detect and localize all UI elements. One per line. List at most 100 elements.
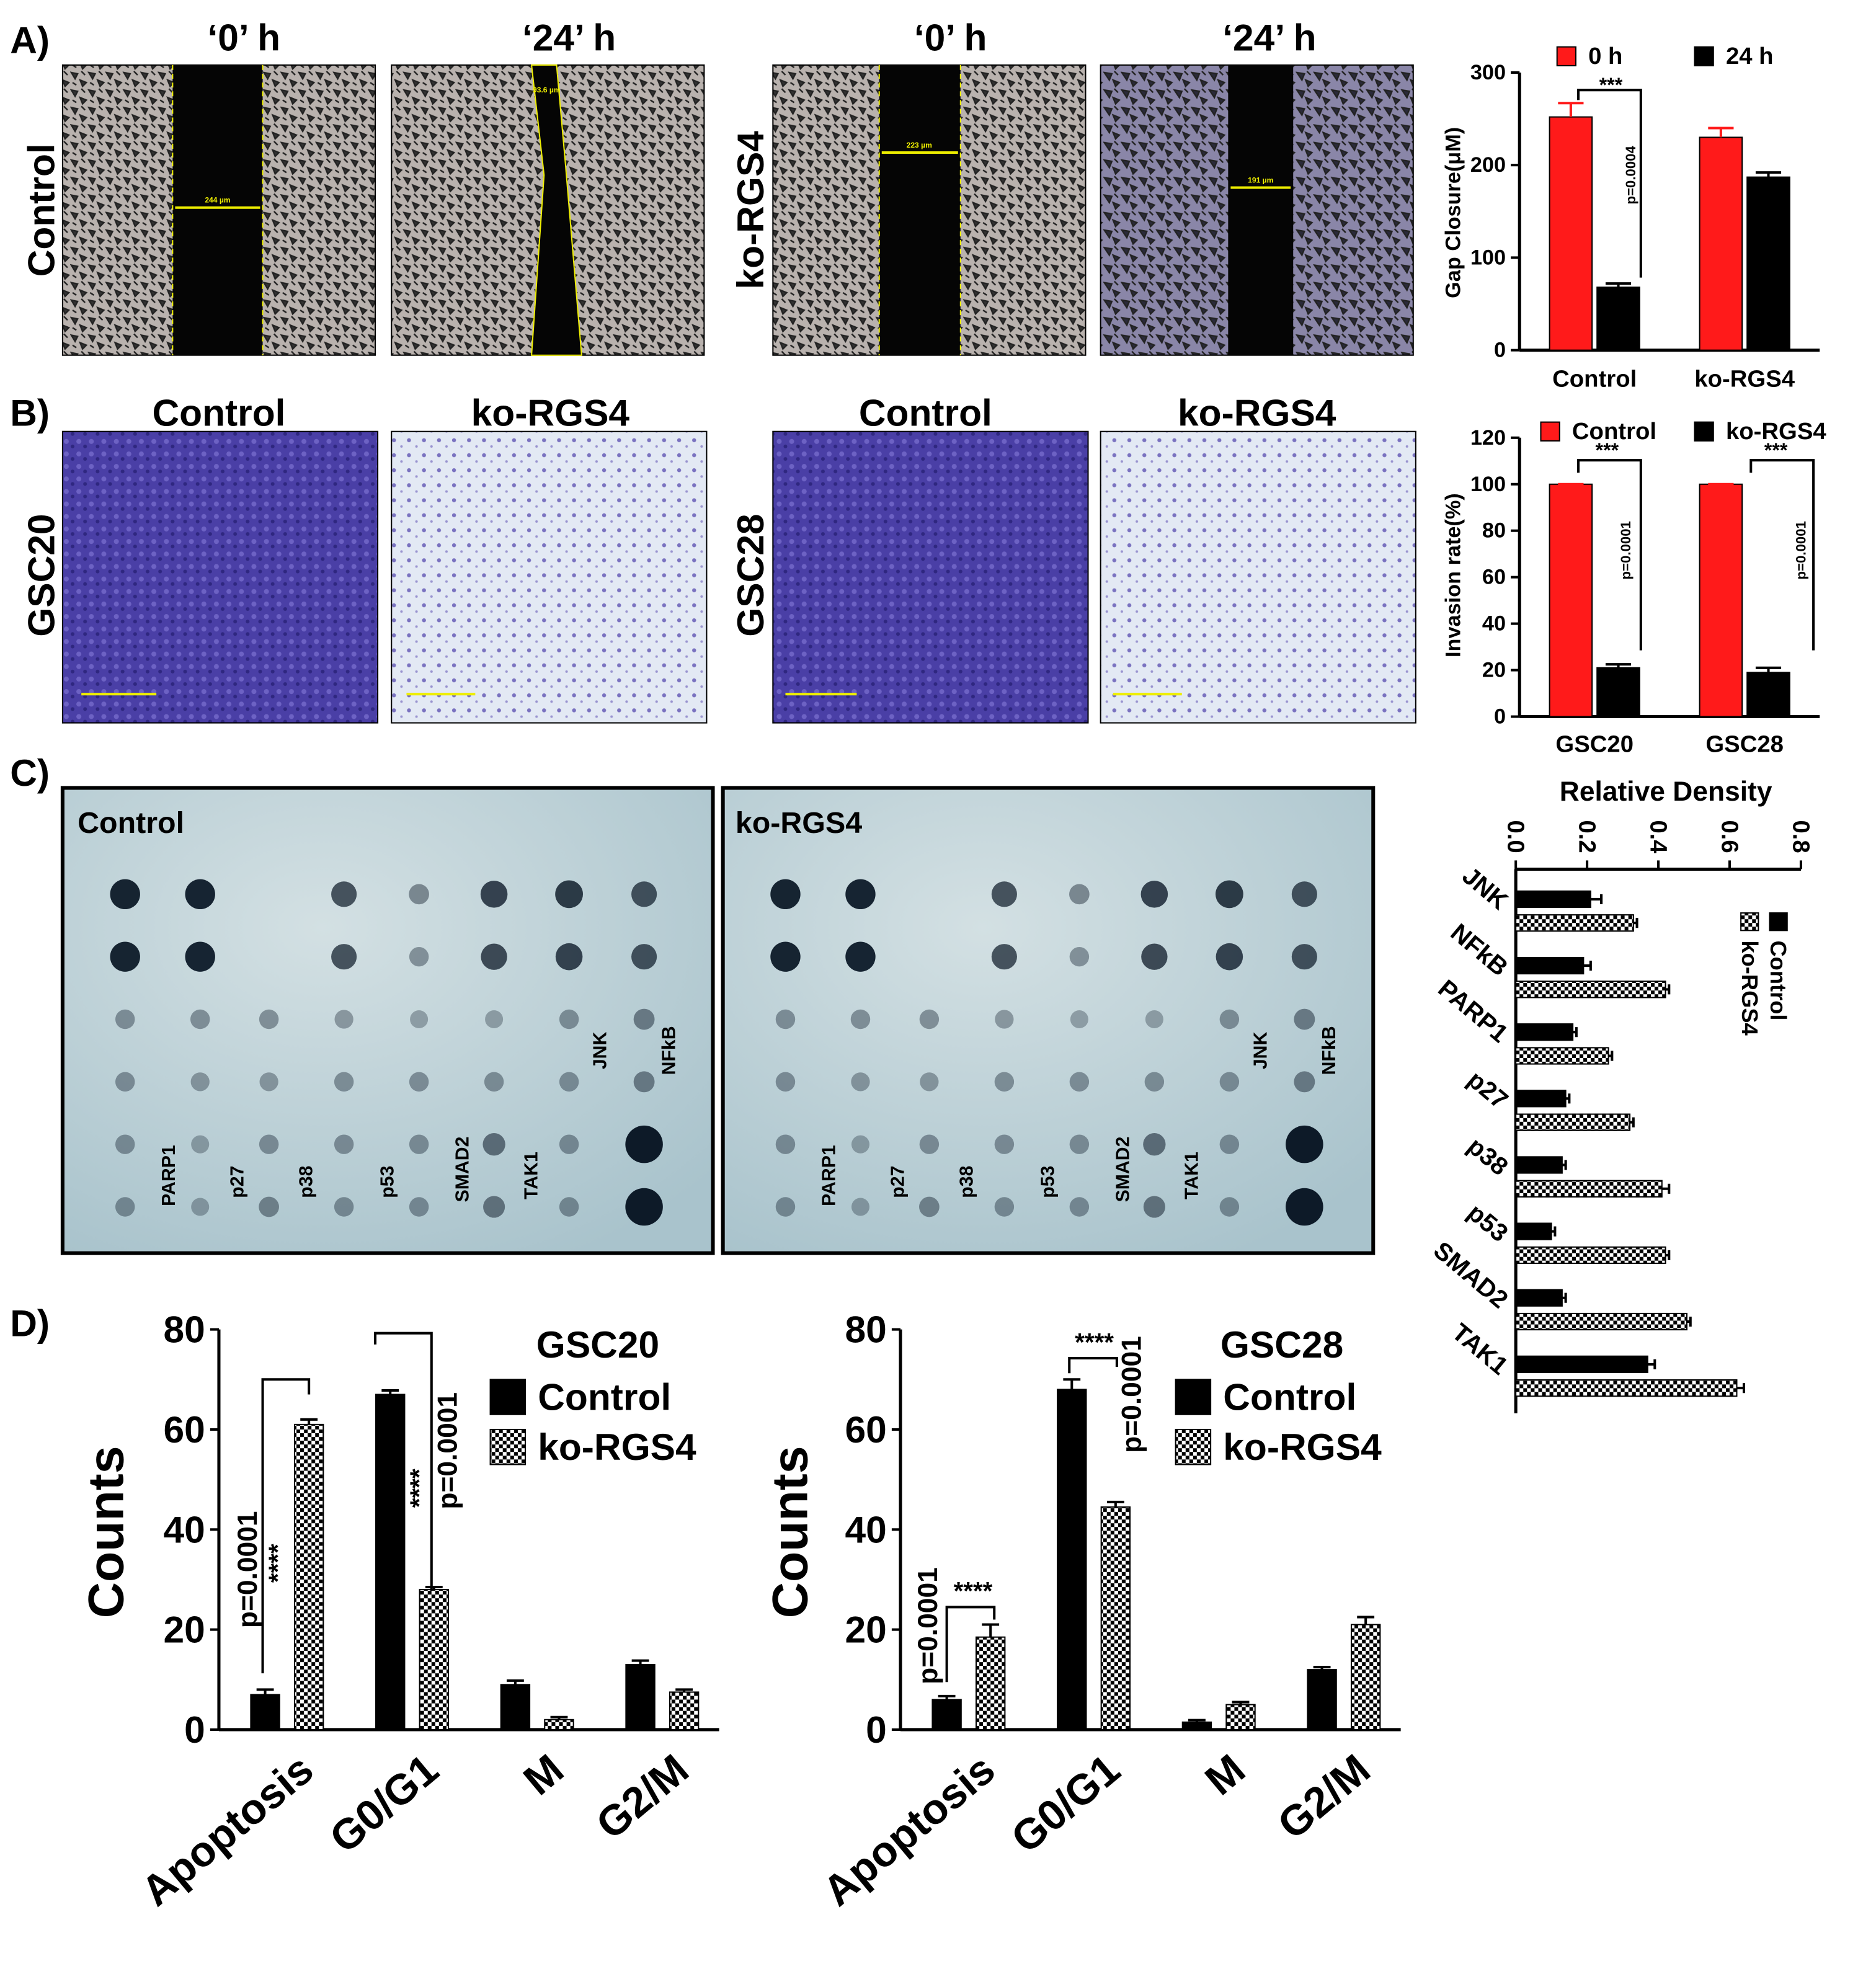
blot-spot <box>775 1009 796 1029</box>
y-tick-label: 40 <box>164 1508 205 1550</box>
blot-spot <box>633 1071 655 1093</box>
blot-spot <box>850 1009 871 1029</box>
blot-spot <box>1069 884 1090 905</box>
blot-spot <box>559 1009 579 1029</box>
error-bar <box>1590 894 1603 904</box>
x-tick-label: 0.0 <box>1503 820 1529 853</box>
bar <box>1057 1389 1087 1730</box>
error-bar <box>1687 1316 1692 1327</box>
blot-spot <box>991 944 1017 970</box>
x-tick-label: 0.2 <box>1574 820 1601 853</box>
error-bar <box>631 1659 649 1665</box>
spot-label: SMAD2 <box>1113 1137 1133 1203</box>
annotation: p=0.0001 <box>233 1511 263 1628</box>
blot <box>60 786 715 1255</box>
error-bar <box>1661 1183 1671 1194</box>
bar <box>1699 483 1743 718</box>
blot-spot <box>770 941 801 972</box>
bar <box>419 1589 450 1730</box>
significance-bracket <box>1576 89 1642 278</box>
blot-spot <box>631 881 657 907</box>
bar <box>1515 1289 1563 1307</box>
blot-spot <box>191 1198 210 1216</box>
column-title: ko-RGS4 <box>1178 391 1336 434</box>
blot-title: Control <box>78 806 184 840</box>
x-tick-label: G0/G1 <box>1002 1745 1129 1862</box>
row-label: ko-RGS4 <box>729 131 771 290</box>
legend-title: GSC20 <box>536 1323 659 1366</box>
x-tick-label: Control <box>1552 366 1637 393</box>
measurement: 244 µm <box>205 196 230 205</box>
blot-spot <box>331 881 357 907</box>
x-tick-label: ko-RGS4 <box>1694 366 1795 393</box>
annotation: p=0.0001 <box>913 1567 943 1684</box>
error-bar <box>1630 1117 1635 1127</box>
blot-spot <box>115 1197 135 1217</box>
blot-spot <box>625 1125 663 1163</box>
y-tick-label: 60 <box>164 1408 205 1451</box>
column-title: ‘24’ h <box>522 16 616 58</box>
legend-label: Control <box>1223 1376 1356 1418</box>
legend-label: ko-RGS4 <box>1223 1426 1382 1468</box>
column-title: ‘24’ h <box>1222 16 1316 58</box>
y-tick-label: 100 <box>1470 246 1506 269</box>
bar <box>1515 1180 1663 1198</box>
y-tick-label: SMAD2 <box>1428 1235 1514 1314</box>
bar <box>625 1664 656 1730</box>
row-label: GSC28 <box>729 514 771 636</box>
spot-label: TAK1 <box>522 1152 542 1199</box>
panel-label: A) <box>10 19 50 61</box>
annotation: p=0.0001 <box>1618 521 1634 579</box>
legend-swatch <box>489 1379 527 1415</box>
error-bar <box>256 1688 274 1695</box>
annotation: **** <box>1075 1328 1114 1356</box>
error-bar <box>1357 1616 1375 1625</box>
bar <box>931 1699 962 1730</box>
error-bar <box>1708 127 1734 138</box>
blot-spot <box>482 1133 505 1156</box>
blot-spot <box>115 1009 135 1029</box>
blot-spot <box>1145 1010 1163 1029</box>
x-tick-label: GSC28 <box>1705 731 1784 757</box>
column-title: Control <box>152 391 285 434</box>
blot-spot <box>1069 1134 1090 1154</box>
blot-spot <box>845 879 876 910</box>
error-bar <box>1647 1359 1656 1369</box>
bar <box>1515 1113 1631 1131</box>
blot-spot <box>775 1197 796 1217</box>
legend-label: ko-RGS4 <box>1726 418 1826 445</box>
blot-spot <box>851 1135 869 1154</box>
spot-label: p38 <box>956 1166 977 1198</box>
blot-spot <box>190 1009 210 1029</box>
error-bar <box>1665 984 1671 995</box>
blot <box>721 786 1376 1255</box>
spot-label: PARP1 <box>819 1145 840 1206</box>
bar <box>544 1719 574 1730</box>
blot-spot <box>559 1134 579 1154</box>
column-title: Control <box>859 391 992 434</box>
legend-label: ko-RGS4 <box>1737 940 1763 1035</box>
error-bar <box>1755 171 1782 177</box>
blot-spot <box>1143 1196 1165 1218</box>
error-bar <box>1665 1250 1671 1260</box>
blot-spot <box>770 879 801 910</box>
error-bar <box>938 1694 956 1700</box>
error-bar <box>1608 1051 1614 1061</box>
blot-spot <box>409 946 429 967</box>
blot-spot <box>1141 943 1168 970</box>
y-tick-label: 80 <box>164 1309 205 1351</box>
bar <box>1515 1312 1688 1331</box>
error-bar <box>1562 1160 1567 1170</box>
bar <box>1746 176 1790 351</box>
bar <box>1699 136 1743 351</box>
bar <box>1515 1047 1609 1065</box>
error-bar <box>1633 918 1638 928</box>
error-bar <box>425 1586 443 1590</box>
error-bar <box>1565 1093 1571 1104</box>
significance-bracket <box>945 1606 996 1683</box>
blot-spot <box>845 941 876 972</box>
y-tick-label: 60 <box>1482 566 1506 589</box>
y-axis-label: Counts <box>763 1446 819 1618</box>
blot-spot <box>1219 1072 1240 1092</box>
